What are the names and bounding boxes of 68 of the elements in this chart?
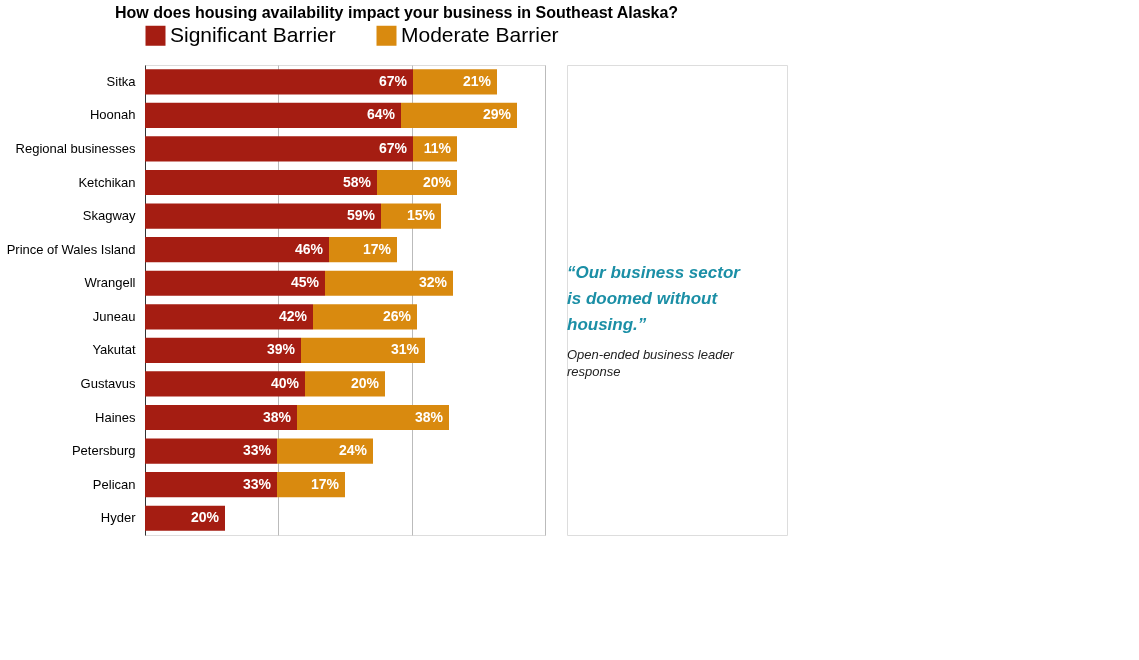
data-label: 32% [418,274,448,291]
data-label: 26% [382,307,412,324]
data-label: 29% [482,106,512,123]
data-label: 67% [378,139,408,156]
data-label: 21% [462,72,492,89]
text: Open-ended business leader response [567,347,735,379]
bar [145,102,401,128]
data-label: 58% [342,173,372,190]
bar [145,203,381,229]
data-label: 42% [278,307,308,324]
y-tick-label: Gustavus [80,375,136,391]
data-label: 64% [366,106,396,123]
data-label: 20% [422,173,452,190]
y-tick-label: Hoonah [89,107,136,123]
chart-title: How does housing availability impact your business in Southeast Alaska? [115,4,679,21]
data-label: 11% [423,139,452,156]
y-tick-label: Hyder [100,510,137,526]
y-tick-label: Ketchikan [78,174,136,190]
bar [145,337,301,363]
y-tick-label: Haines [95,409,136,425]
y-tick-label: Petersburg [71,443,136,459]
bar [325,270,453,296]
bar [401,102,517,128]
data-label: 17% [362,240,392,257]
bar [413,69,497,95]
data-label: 17% [310,475,340,492]
y-tick-label: Sitka [106,73,137,89]
bar [145,438,277,464]
data-label: 24% [338,442,368,459]
bar [301,337,425,363]
data-label: 15% [406,207,436,224]
data-label: 33% [242,442,272,459]
bar [145,472,277,498]
data-label: 38% [262,408,292,425]
bar [145,69,413,95]
bar [305,371,385,397]
data-label: 31% [390,341,420,358]
bar [145,169,377,196]
data-label: 33% [242,475,272,492]
bar [145,371,305,397]
bar [145,136,413,162]
data-label: 39% [266,341,296,358]
data-label: 40% [270,374,300,391]
bar [145,304,313,330]
y-tick-label: Regional businesses [15,140,136,156]
legend-label: Significant Barrier [170,22,336,46]
bar [145,237,329,263]
y-tick-label: Yakutat [92,342,136,358]
bar [313,304,417,330]
y-tick-label: Prince of Wales Island [6,241,136,257]
data-label: 45% [290,274,320,291]
data-label: 59% [346,207,376,224]
text: “Our business sector is doomed without housing.” [567,263,742,334]
y-tick-label: Skagway [82,208,136,224]
data-label: 67% [378,72,408,89]
data-label: 20% [190,509,220,526]
bar [145,270,325,296]
bar [277,438,373,464]
data-label: 46% [294,240,324,257]
y-tick-label: Juneau [92,308,136,324]
bar [145,404,297,431]
y-tick-label: Wrangell [84,275,136,291]
data-label: 20% [350,374,380,391]
data-label: 38% [414,408,444,425]
bar [381,203,441,229]
bar [297,404,449,431]
y-tick-label: Pelican [92,476,136,492]
legend-label: Moderate Barrier [401,22,559,46]
